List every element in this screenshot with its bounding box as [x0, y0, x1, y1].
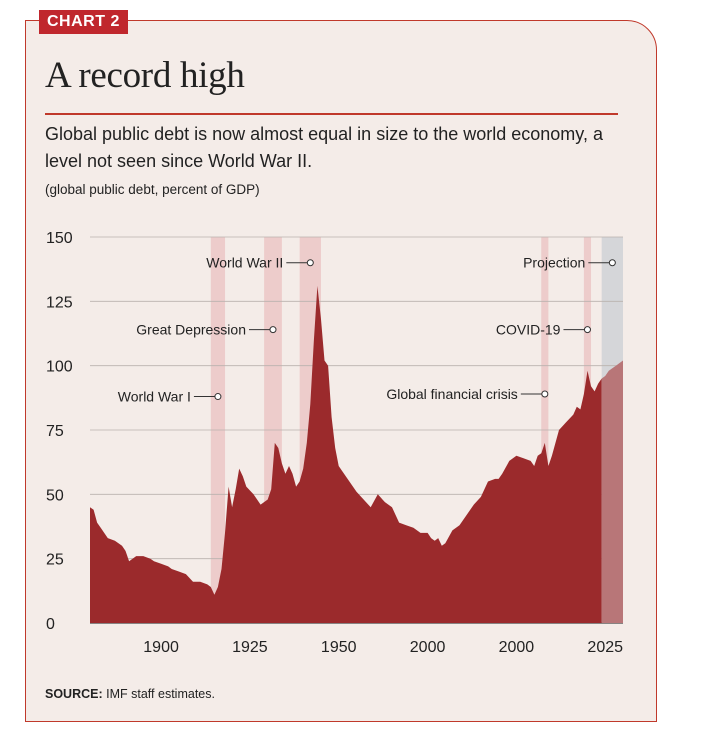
x-tick-label: 2000: [410, 639, 446, 656]
x-tick-label: 1950: [321, 639, 357, 656]
projection-area: [601, 360, 623, 623]
x-tick-label: 1900: [143, 639, 179, 656]
x-tick-label: 2025: [587, 639, 623, 656]
debt-area: [90, 285, 602, 623]
source-label: SOURCE:: [45, 687, 103, 701]
annotation-label: Projection: [523, 255, 585, 271]
annotation-label: World War II: [206, 255, 283, 271]
title-divider: [45, 113, 618, 115]
annotation-marker: [583, 326, 591, 334]
annotation-label: Great Depression: [136, 322, 246, 338]
y-tick-label: 25: [46, 552, 64, 569]
y-tick-label: 125: [46, 294, 73, 311]
chart-subtitle: Global public debt is now almost equal i…: [45, 124, 603, 171]
annotation-label: COVID-19: [496, 322, 561, 338]
annotation-label: World War I: [118, 389, 191, 405]
y-tick-label: 75: [46, 423, 64, 440]
annotation-marker: [541, 390, 549, 398]
chart-tag: CHART 2: [39, 10, 128, 34]
annotation-marker: [608, 259, 616, 267]
source-note: SOURCE: IMF staff estimates.: [45, 687, 215, 701]
annotation-label: Global financial crisis: [386, 386, 518, 402]
annotation-marker: [269, 326, 277, 334]
annotation-marker: [214, 393, 222, 401]
y-tick-label: 100: [46, 359, 73, 376]
annotation-marker: [306, 259, 314, 267]
y-tick-label: 150: [46, 230, 73, 247]
chart-title: A record high: [45, 55, 245, 96]
source-text: IMF staff estimates.: [106, 687, 215, 701]
y-tick-label: 50: [46, 487, 64, 504]
units-label: (global public debt, percent of GDP): [45, 182, 260, 197]
x-tick-label: 2000: [499, 639, 535, 656]
y-tick-label: 0: [46, 616, 55, 633]
x-tick-label: 1925: [232, 639, 268, 656]
